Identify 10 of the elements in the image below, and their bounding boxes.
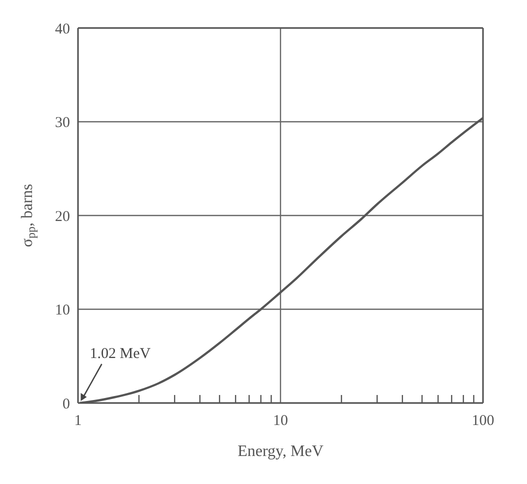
y-tick-label: 40 <box>55 21 70 38</box>
x-axis-title: Energy, MeV <box>238 443 324 460</box>
y-tick-label: 0 <box>62 396 70 412</box>
y-tick-label: 30 <box>55 115 70 132</box>
x-tick-label: 10 <box>273 413 288 429</box>
annotation: 1.02 MeV <box>90 346 151 362</box>
y-tick-label: 10 <box>55 302 70 319</box>
y-tick-label: 20 <box>55 208 70 225</box>
x-tick-label: 1 <box>74 413 82 429</box>
x-tick-label: 100 <box>472 413 494 429</box>
